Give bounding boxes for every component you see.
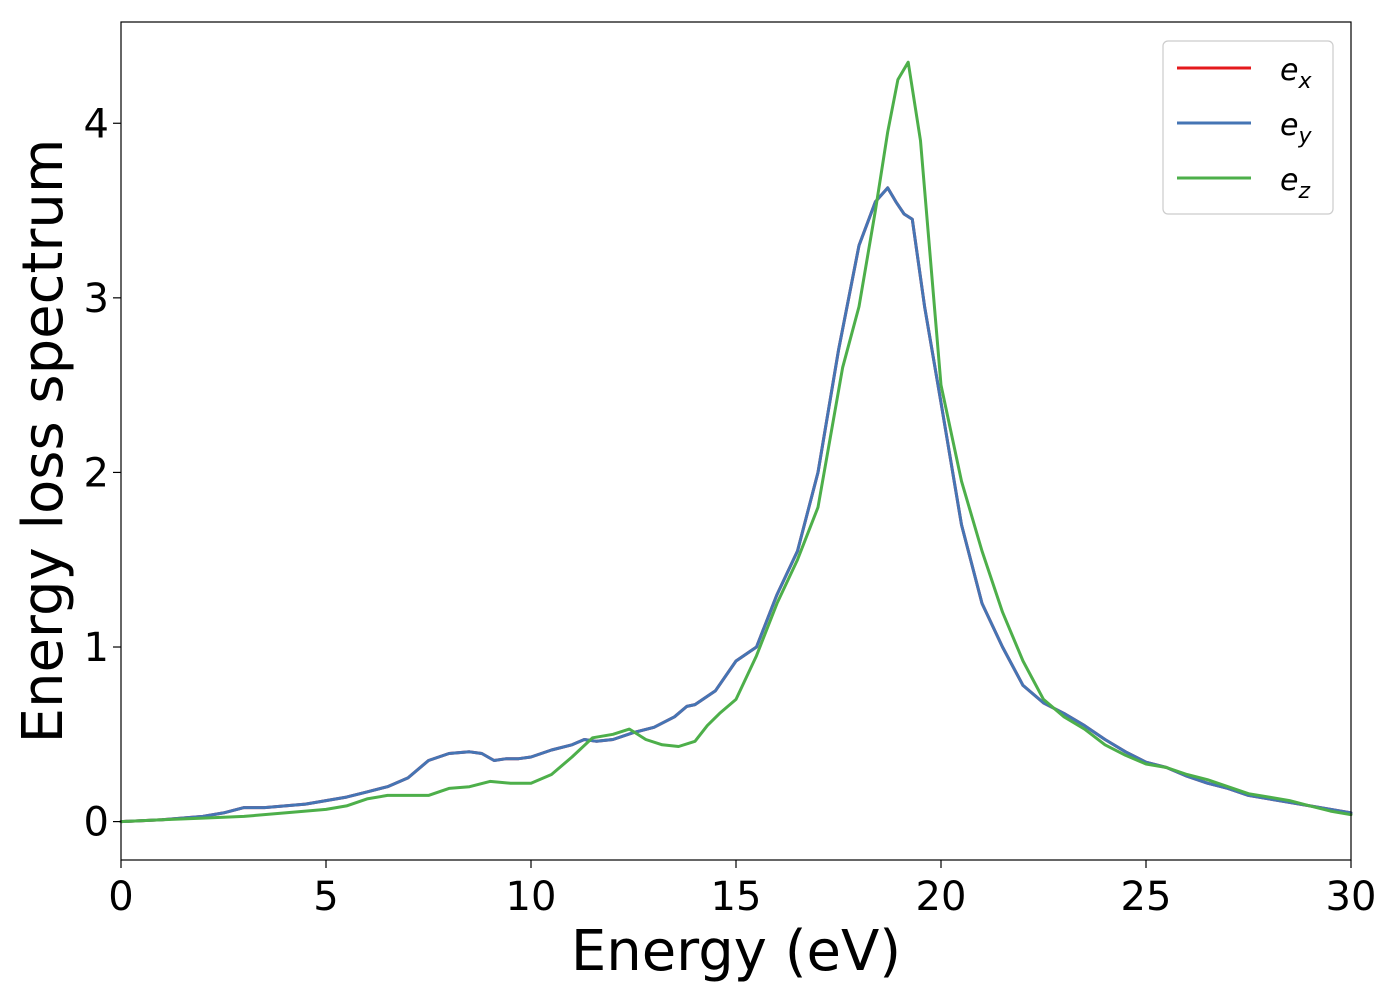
- legend-label-base: e: [1280, 108, 1298, 143]
- legend-label-subscript: y: [1297, 124, 1312, 149]
- series-line-y: [119, 186, 1353, 824]
- series-layer: [119, 60, 1353, 824]
- y-tick-label: 4: [84, 101, 109, 147]
- y-axis-label: Energy loss spectrum: [11, 139, 76, 744]
- series-line-z: [119, 60, 1353, 824]
- x-tick-label: 15: [711, 874, 762, 920]
- x-tick-label: 20: [916, 874, 967, 920]
- legend-label-subscript: x: [1297, 69, 1312, 94]
- y-tick-label: 2: [84, 450, 109, 496]
- x-ticks: 0 5 10 15 20 25 30: [108, 860, 1376, 920]
- legend-label-x: ex: [1280, 53, 1312, 94]
- legend-label-z: ez: [1280, 163, 1310, 204]
- legend-label-subscript: z: [1297, 179, 1310, 204]
- y-tick-label: 0: [84, 800, 109, 846]
- x-tick-label: 0: [108, 874, 133, 920]
- x-tick-label: 25: [1121, 874, 1172, 920]
- y-tick-label: 1: [84, 625, 109, 671]
- x-tick-label: 30: [1326, 874, 1377, 920]
- legend-box: [1162, 40, 1334, 215]
- y-ticks: 0 1 2 3 4: [84, 101, 121, 846]
- legend-label-base: e: [1280, 163, 1298, 198]
- x-axis-label: Energy (eV): [571, 919, 901, 984]
- legend-label-y: ey: [1280, 108, 1312, 149]
- x-tick-label: 10: [506, 874, 557, 920]
- legend-label-base: e: [1280, 53, 1298, 88]
- x-tick-label: 5: [313, 874, 338, 920]
- y-tick-label: 3: [84, 276, 109, 322]
